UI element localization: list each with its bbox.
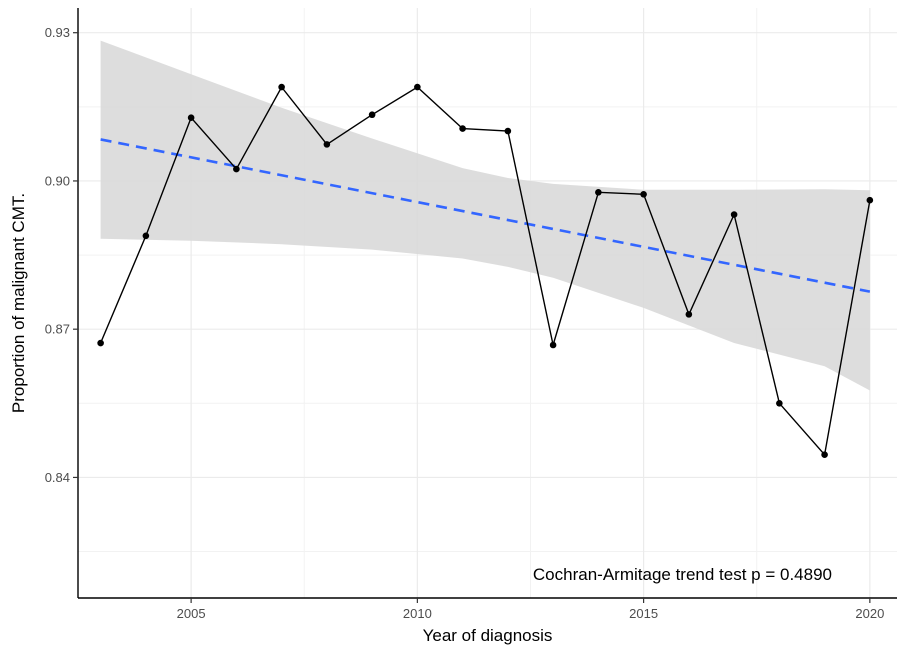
- trend-line: [100, 138, 871, 293]
- x-tick-label: 2020: [855, 606, 884, 621]
- data-point: [866, 196, 874, 204]
- data-point: [142, 232, 150, 240]
- y-tick-label: 0.90: [45, 173, 70, 188]
- y-tick-label: 0.84: [45, 470, 70, 485]
- data-point: [776, 400, 783, 407]
- y-axis-title: Proportion of malignant CMT.: [9, 193, 28, 413]
- x-tick-label: 2015: [629, 606, 658, 621]
- data-point: [595, 189, 602, 196]
- data-point: [97, 339, 104, 347]
- trend-line-path: [100, 138, 871, 293]
- data-point: [730, 211, 738, 218]
- x-tick-label: 2005: [177, 606, 206, 621]
- confidence-band-area: [100, 40, 870, 391]
- data-point: [459, 125, 466, 132]
- confidence-band: [100, 40, 870, 391]
- data-point: [685, 311, 693, 318]
- axes: [77, 8, 897, 599]
- data-point: [278, 83, 285, 91]
- data-point: [640, 190, 647, 198]
- y-tick-label: 0.93: [45, 25, 70, 40]
- data-point: [504, 127, 512, 135]
- annotation-text: Cochran-Armitage trend test p = 0.4890: [533, 565, 832, 584]
- data-point: [821, 451, 828, 459]
- x-tick-label: 2010: [403, 606, 432, 621]
- observed-line: [99, 85, 871, 457]
- y-axis-ticks: 0.84 0.87 0.90 0.93: [45, 25, 78, 485]
- data-point: [368, 111, 376, 119]
- x-axis-ticks: 2005 2010 2015 2020: [177, 598, 884, 621]
- y-tick-label: 0.87: [45, 322, 70, 337]
- data-point: [187, 114, 195, 121]
- data-point: [323, 141, 331, 148]
- x-axis-title: Year of diagnosis: [423, 626, 553, 645]
- data-point: [233, 165, 240, 173]
- data-point: [414, 83, 421, 91]
- data-point: [549, 341, 557, 349]
- observed-series: [97, 83, 874, 459]
